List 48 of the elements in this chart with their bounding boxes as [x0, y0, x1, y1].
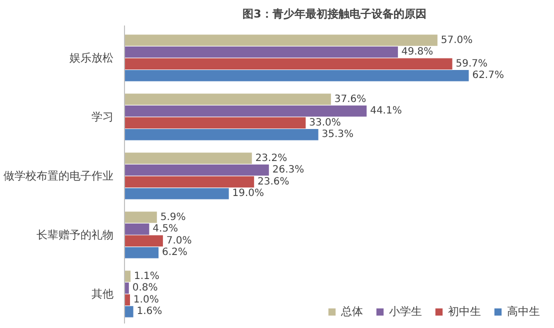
chart-title: 图3：青少年最初接触电子设备的原因 — [242, 8, 426, 20]
y-tick-label: 娱乐放松 — [70, 51, 114, 64]
data-label: 5.9% — [160, 212, 186, 223]
data-label: 4.5% — [152, 224, 178, 235]
legend-label: 小学生 — [389, 304, 422, 319]
data-label: 33.0% — [309, 117, 341, 128]
bar — [124, 117, 306, 128]
data-label: 57.0% — [440, 34, 473, 46]
bar — [124, 235, 163, 246]
data-label: 19.0% — [232, 188, 264, 200]
data-label: 37.6% — [334, 94, 366, 105]
legend-label: 初中生 — [448, 304, 481, 319]
bar — [124, 46, 398, 58]
bar — [124, 70, 469, 82]
bar — [124, 58, 452, 70]
bar — [124, 223, 150, 235]
bar — [124, 247, 159, 258]
data-label: 62.7% — [472, 70, 504, 82]
bar — [124, 105, 367, 117]
legend-label: 总体 — [341, 304, 363, 319]
bar — [124, 306, 134, 318]
y-tick-label: 其他 — [92, 287, 114, 300]
bar — [124, 188, 229, 200]
y-tick-label: 做学校布置的电子作业 — [4, 169, 114, 182]
data-label: 6.2% — [162, 247, 188, 258]
data-label: 23.2% — [255, 152, 288, 164]
data-label: 59.7% — [456, 58, 488, 70]
bar — [124, 164, 269, 176]
bar — [124, 212, 157, 223]
data-label: 35.3% — [322, 129, 354, 140]
data-label: 1.6% — [136, 306, 162, 318]
data-label: 7.0% — [166, 235, 192, 246]
bar — [124, 94, 331, 105]
bar — [124, 152, 252, 164]
y-tick-label: 长辈赠予的礼物 — [36, 228, 114, 242]
data-label: 1.1% — [134, 270, 160, 282]
data-label: 44.1% — [370, 106, 402, 117]
bar — [124, 129, 318, 140]
data-label: 26.3% — [272, 164, 304, 176]
y-tick-label: 学习 — [92, 110, 114, 124]
data-label: 0.8% — [132, 282, 158, 294]
data-label: 23.6% — [258, 176, 290, 188]
legend-label: 高中生 — [507, 304, 540, 319]
bar — [124, 270, 131, 282]
data-label: 49.8% — [401, 46, 434, 58]
bar — [124, 176, 254, 188]
data-label: 1.0% — [133, 294, 159, 306]
bar — [124, 34, 438, 46]
